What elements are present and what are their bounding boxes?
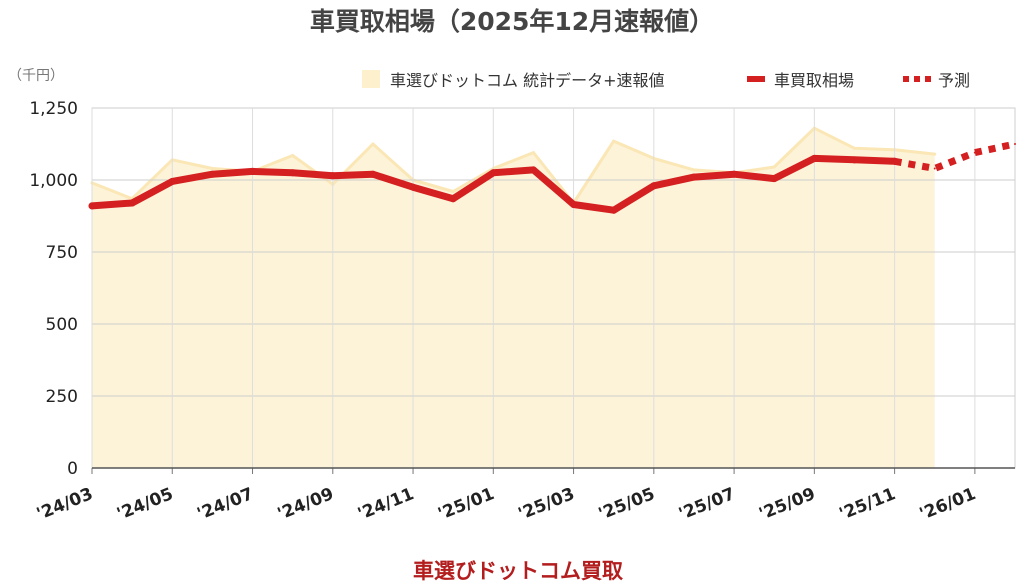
area-point-2024-12: [451, 190, 455, 194]
market-point-2024-11: [409, 183, 417, 191]
area-point-2025-12: [933, 152, 937, 156]
area-point-2025-04: [612, 139, 616, 143]
area-point-2024-10: [371, 142, 375, 146]
market-point-2024-07: [249, 167, 257, 175]
market-point-2025-01: [489, 169, 497, 177]
area-point-2025-08: [772, 165, 776, 169]
market-point-2024-09: [329, 172, 337, 180]
x-tick-label: '25/07: [676, 484, 738, 525]
forecast-point-2025-12: [933, 167, 936, 170]
y-tick-label: 250: [46, 387, 78, 407]
x-tick-label: '25/09: [756, 484, 818, 525]
area-point-2024-06: [210, 166, 214, 170]
x-tick-label: '25/03: [515, 484, 577, 525]
market-point-2025-06: [690, 173, 698, 181]
market-point-2024-05: [168, 177, 176, 185]
forecast-line: [893, 140, 1016, 172]
legend: 車選びドットコム 統計データ+速報値 車買取相場 予測: [362, 70, 970, 90]
market-point-2025-03: [570, 200, 578, 208]
x-tick-label: '24/03: [34, 484, 96, 525]
legend-swatch-area: [362, 70, 380, 88]
market-point-2024-10: [369, 170, 377, 178]
market-point-2025-07: [730, 170, 738, 178]
footer-brand: 車選びドットコム買取: [413, 559, 623, 583]
forecast-point-2026-01: [973, 151, 976, 154]
y-tick-label: 0: [67, 459, 78, 479]
area-point-2025-10: [852, 146, 856, 150]
x-tick-label: '24/05: [114, 484, 176, 525]
market-point-2024-08: [289, 169, 297, 177]
y-tick-label: 500: [46, 315, 78, 335]
market-point-2025-10: [850, 156, 858, 164]
area-point-2025-06: [692, 168, 696, 172]
y-tick-label: 1,000: [29, 171, 78, 191]
area-point-2024-08: [291, 154, 295, 158]
area-series-fill: [92, 128, 935, 468]
x-tick-label: '24/09: [275, 484, 337, 525]
area-point-2025-02: [531, 151, 535, 155]
x-tick-label: '25/11: [837, 484, 899, 525]
market-point-2024-04: [128, 199, 136, 207]
market-point-2025-02: [529, 166, 537, 174]
market-point-2025-08: [770, 175, 778, 183]
x-tick-label: '24/11: [355, 484, 417, 525]
market-point-2025-05: [650, 182, 658, 190]
y-tick-label: 1,250: [29, 99, 78, 119]
x-tick-label: '24/07: [194, 484, 256, 525]
market-point-2025-09: [810, 154, 818, 162]
market-point-2024-12: [449, 195, 457, 203]
market-point-2024-03: [88, 202, 96, 210]
legend-label-forecast: 予測: [938, 71, 970, 90]
x-tick-label: '25/05: [596, 484, 658, 525]
y-unit-label: （千円）: [8, 68, 64, 84]
chart-title: 車買取相場（2025年12月速報値）: [310, 7, 714, 36]
legend-label-area: 車選びドットコム 統計データ+速報値: [390, 71, 665, 90]
market-point-2025-04: [610, 206, 618, 214]
x-tick-label: '25/01: [435, 484, 497, 525]
legend-swatch-line: [747, 76, 765, 82]
forecast-point-2026-02: [1014, 143, 1016, 145]
market-point-2024-06: [208, 170, 216, 178]
legend-label-line: 車買取相場: [774, 71, 854, 90]
y-tick-label: 750: [46, 243, 78, 263]
x-tick-label: '26/01: [917, 484, 979, 525]
plot-area: 0 250 500 750 1,000 1,250 '24/03 '24/05 '24/07 '2…: [29, 99, 1016, 525]
